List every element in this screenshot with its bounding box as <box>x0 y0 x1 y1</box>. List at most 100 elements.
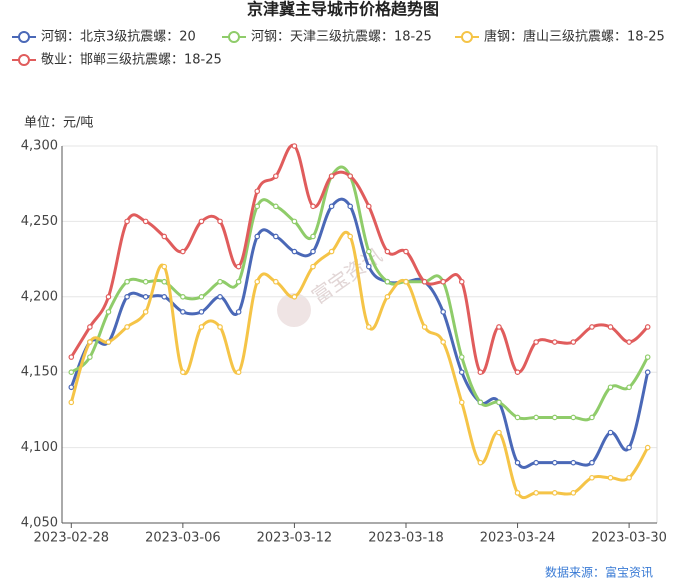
data-point <box>142 218 149 225</box>
data-point <box>235 369 242 376</box>
data-point <box>347 203 354 210</box>
data-point <box>254 188 261 195</box>
data-point <box>533 339 539 345</box>
x-tick-label: 2023-03-06 <box>145 531 221 546</box>
source: 数据来源：富宝资讯 <box>545 565 653 580</box>
data-point <box>198 324 205 330</box>
legend-label: 河钢：北京3级抗震螺：20 <box>41 30 196 45</box>
data-point <box>365 263 372 270</box>
data-point <box>626 444 632 451</box>
data-point <box>198 218 205 225</box>
data-point <box>124 278 130 285</box>
data-point <box>589 414 595 421</box>
data-point <box>589 474 595 481</box>
data-point <box>384 293 391 300</box>
data-point <box>142 309 149 315</box>
data-point <box>198 309 205 315</box>
data-point <box>440 278 446 285</box>
data-point <box>105 293 112 300</box>
data-point <box>626 339 632 345</box>
data-point <box>477 369 484 376</box>
data-point <box>273 278 279 285</box>
data-point <box>68 354 75 360</box>
data-point <box>365 324 372 330</box>
data-point <box>273 233 279 240</box>
data-point <box>235 263 242 270</box>
x-tick-label: 2023-02-28 <box>34 531 110 546</box>
data-point <box>254 278 261 285</box>
data-point <box>589 324 595 330</box>
data-point <box>440 309 446 315</box>
data-point <box>644 324 651 330</box>
data-point <box>328 173 335 179</box>
data-point <box>496 429 502 436</box>
data-point <box>105 309 112 315</box>
data-point <box>161 263 168 270</box>
data-point <box>180 293 186 300</box>
data-point <box>273 203 279 210</box>
data-point <box>198 293 205 300</box>
legend-marker <box>461 31 473 43</box>
data-point <box>477 459 484 466</box>
legend-marker <box>18 54 30 66</box>
data-point <box>514 459 521 466</box>
y-tick-label: 4,200 <box>21 289 58 304</box>
data-point <box>626 384 632 391</box>
data-point <box>458 369 465 376</box>
data-point <box>514 490 521 496</box>
data-point <box>291 248 298 255</box>
data-point <box>217 324 223 330</box>
data-point <box>607 384 614 391</box>
data-point <box>180 309 186 315</box>
x-tick-label: 2023-03-18 <box>368 531 444 546</box>
data-point <box>68 384 75 391</box>
data-point <box>477 399 484 406</box>
data-point <box>496 399 502 406</box>
data-point <box>570 490 577 496</box>
data-point <box>421 324 428 330</box>
watermark-logo <box>277 293 311 327</box>
data-point <box>458 354 465 360</box>
legend-marker <box>18 31 30 43</box>
data-point <box>607 324 614 330</box>
data-point <box>551 459 558 466</box>
data-point <box>644 369 651 376</box>
data-point <box>310 263 316 270</box>
data-point <box>347 233 354 240</box>
data-point <box>644 444 651 451</box>
data-point <box>217 293 223 300</box>
data-point <box>217 278 223 285</box>
data-point <box>87 354 93 360</box>
data-point <box>68 369 75 376</box>
series-line <box>70 165 649 422</box>
x-tick-label: 2023-03-24 <box>480 531 556 546</box>
data-point <box>310 233 316 240</box>
legend-marker <box>228 31 240 43</box>
data-point <box>458 278 465 285</box>
series-line <box>69 230 649 500</box>
data-point <box>384 248 391 255</box>
chart-title: 京津冀主导城市价格趋势图 <box>247 0 439 19</box>
data-point <box>124 218 130 225</box>
data-point <box>310 248 316 255</box>
data-point <box>551 414 558 421</box>
data-point <box>514 414 521 421</box>
data-point <box>161 278 168 285</box>
data-point <box>87 339 93 345</box>
data-point <box>589 459 595 466</box>
data-point <box>235 309 242 315</box>
data-point <box>458 399 465 406</box>
data-point <box>644 354 651 360</box>
data-point <box>626 474 632 481</box>
data-point <box>365 248 372 255</box>
y-tick-label: 4,250 <box>21 214 58 229</box>
data-point <box>440 339 446 345</box>
data-point <box>328 203 335 210</box>
series-line <box>69 197 650 469</box>
data-point <box>384 278 391 285</box>
data-point <box>403 278 409 285</box>
data-point <box>551 490 558 496</box>
data-point <box>421 278 428 285</box>
data-point <box>180 369 186 376</box>
